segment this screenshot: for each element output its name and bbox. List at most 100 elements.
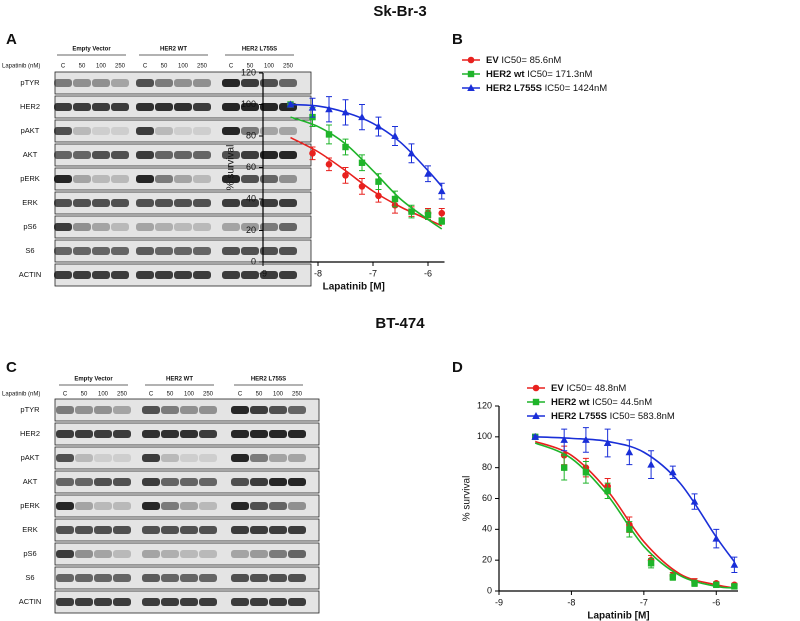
legend-entry: EV IC50= 48.8nM — [551, 383, 626, 394]
blot-strip — [54, 446, 320, 470]
band — [241, 271, 259, 279]
band — [193, 151, 211, 159]
data-point — [325, 131, 333, 138]
band — [92, 223, 110, 231]
band — [269, 454, 287, 462]
band — [279, 151, 297, 159]
band — [73, 247, 91, 255]
band — [73, 127, 91, 135]
y-tick-label: 40 — [246, 193, 256, 203]
band — [155, 79, 173, 87]
band — [92, 247, 110, 255]
band — [111, 151, 129, 159]
band — [222, 271, 240, 279]
band — [161, 478, 179, 486]
band — [94, 526, 112, 534]
lane-label: C — [63, 392, 68, 398]
data-point — [730, 560, 739, 568]
legend-name: HER2 wt — [486, 69, 525, 80]
band — [260, 79, 278, 87]
band — [174, 103, 192, 111]
lane-label: 50 — [247, 64, 254, 70]
band — [73, 103, 91, 111]
band — [136, 223, 154, 231]
band — [113, 454, 131, 462]
band — [260, 223, 278, 231]
data-point — [713, 581, 720, 589]
group-label: Empty Vector — [74, 377, 113, 383]
panel-letter: C — [6, 359, 17, 376]
dose-label: Lapatinib (nM) — [2, 392, 40, 398]
group-label: HER2 WT — [160, 47, 187, 53]
band — [288, 454, 306, 462]
blot-strip — [54, 542, 320, 566]
legend-name: EV — [486, 55, 499, 66]
band — [260, 175, 278, 183]
legend-entry: HER2 wt IC50= 44.5nM — [551, 397, 652, 408]
band — [142, 550, 160, 558]
legend-marker — [532, 398, 540, 406]
data-point — [437, 187, 446, 195]
band — [174, 127, 192, 135]
band — [193, 79, 211, 87]
band — [111, 247, 129, 255]
lane-label: 250 — [197, 64, 208, 70]
legend-name: HER2 L755S — [486, 83, 542, 94]
band — [56, 574, 74, 582]
band — [111, 127, 129, 135]
legend-name: HER2 L755S — [551, 411, 607, 422]
x-tick-label: -6 — [424, 268, 432, 278]
band — [269, 598, 287, 606]
band — [56, 406, 74, 414]
legend-detail: IC50= 48.8nM — [566, 383, 626, 394]
band — [142, 454, 160, 462]
y-tick-label: 0 — [251, 256, 256, 266]
band — [279, 127, 297, 135]
band — [231, 478, 249, 486]
lane-label: C — [149, 392, 154, 398]
band — [161, 550, 179, 558]
band — [180, 574, 198, 582]
band — [193, 247, 211, 255]
heading: Sk-Br-3 — [373, 3, 426, 20]
data-point — [309, 150, 316, 157]
band — [279, 199, 297, 207]
lane-label: 50 — [256, 392, 263, 398]
band — [269, 526, 287, 534]
band — [222, 127, 240, 135]
band — [250, 478, 268, 486]
band — [279, 175, 297, 183]
band — [250, 550, 268, 558]
data-point — [325, 105, 333, 113]
band — [136, 247, 154, 255]
lane-label: C — [238, 392, 243, 398]
lane-label: C — [229, 64, 234, 70]
band — [269, 406, 287, 414]
x-axis-label: Lapatinib [M] — [323, 282, 385, 293]
band — [174, 223, 192, 231]
band — [161, 574, 179, 582]
band — [231, 550, 249, 558]
band — [260, 199, 278, 207]
legend-detail: IC50= 1424nM — [545, 83, 608, 94]
row-label: pERK — [20, 174, 40, 183]
band — [222, 199, 240, 207]
data-point — [604, 487, 611, 494]
band — [75, 478, 93, 486]
data-point — [358, 183, 366, 190]
band — [75, 430, 93, 438]
lane-label: C — [61, 64, 66, 70]
data-point — [669, 573, 677, 581]
band — [94, 430, 112, 438]
row-label: S6 — [25, 246, 34, 255]
lane-label: 100 — [184, 392, 195, 398]
row-label: pERK — [20, 501, 40, 510]
band — [269, 574, 287, 582]
band — [279, 247, 297, 255]
band — [180, 550, 198, 558]
band — [269, 550, 287, 558]
band — [288, 598, 306, 606]
legend-marker — [467, 70, 475, 78]
band — [180, 502, 198, 510]
data-point — [408, 208, 415, 215]
